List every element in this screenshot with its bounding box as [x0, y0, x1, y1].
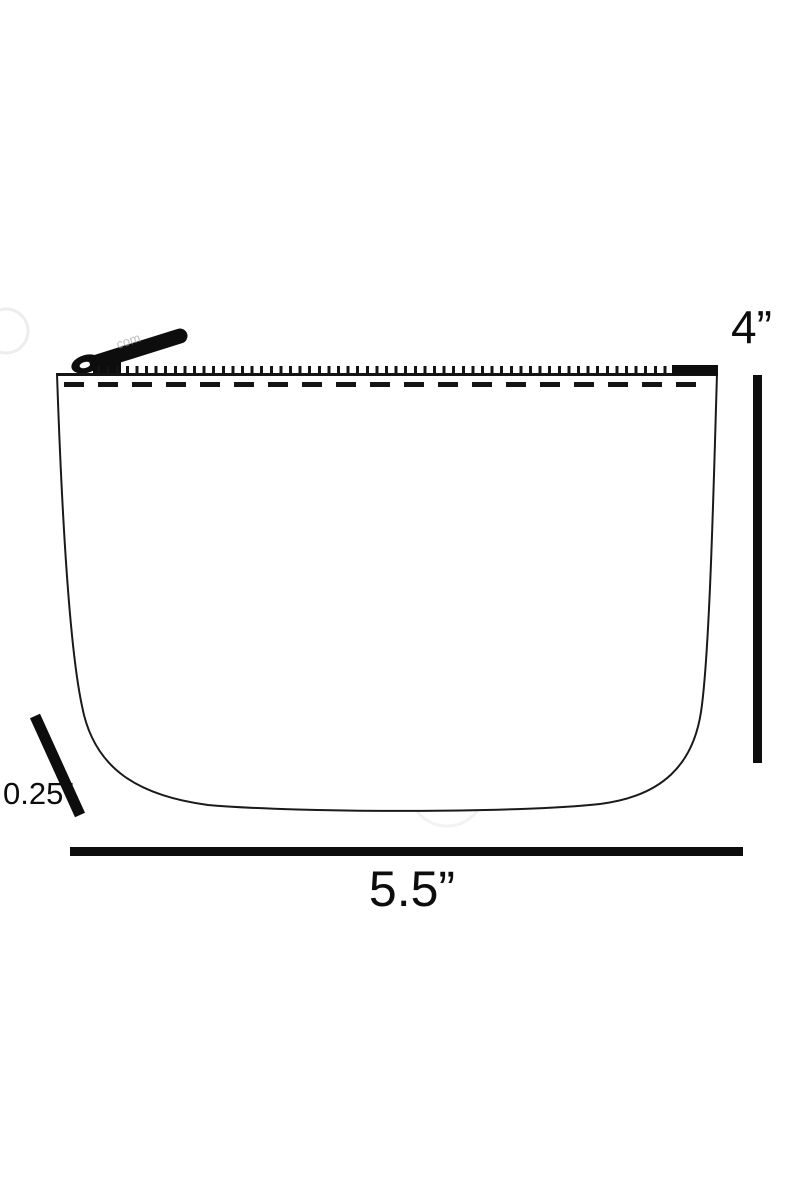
pouch-top-edge [57, 373, 718, 376]
width-dimension-line [70, 847, 743, 856]
stitch-dashed-line [64, 382, 707, 387]
pouch-outline [55, 373, 719, 812]
zipper-slider-hole [79, 361, 91, 369]
seam-dimension-line [29, 713, 86, 818]
watermark-text: com [114, 330, 142, 352]
zipper-end-stop [672, 365, 718, 375]
width-label: 5.5” [368, 861, 456, 917]
seam-allowance-label: 0.25” [3, 776, 74, 811]
watermark-circle-left [0, 307, 30, 355]
height-dimension-line [753, 375, 762, 763]
zipper-teeth [97, 366, 673, 374]
zipper-pull [89, 328, 188, 370]
height-label: 4” [731, 301, 772, 353]
